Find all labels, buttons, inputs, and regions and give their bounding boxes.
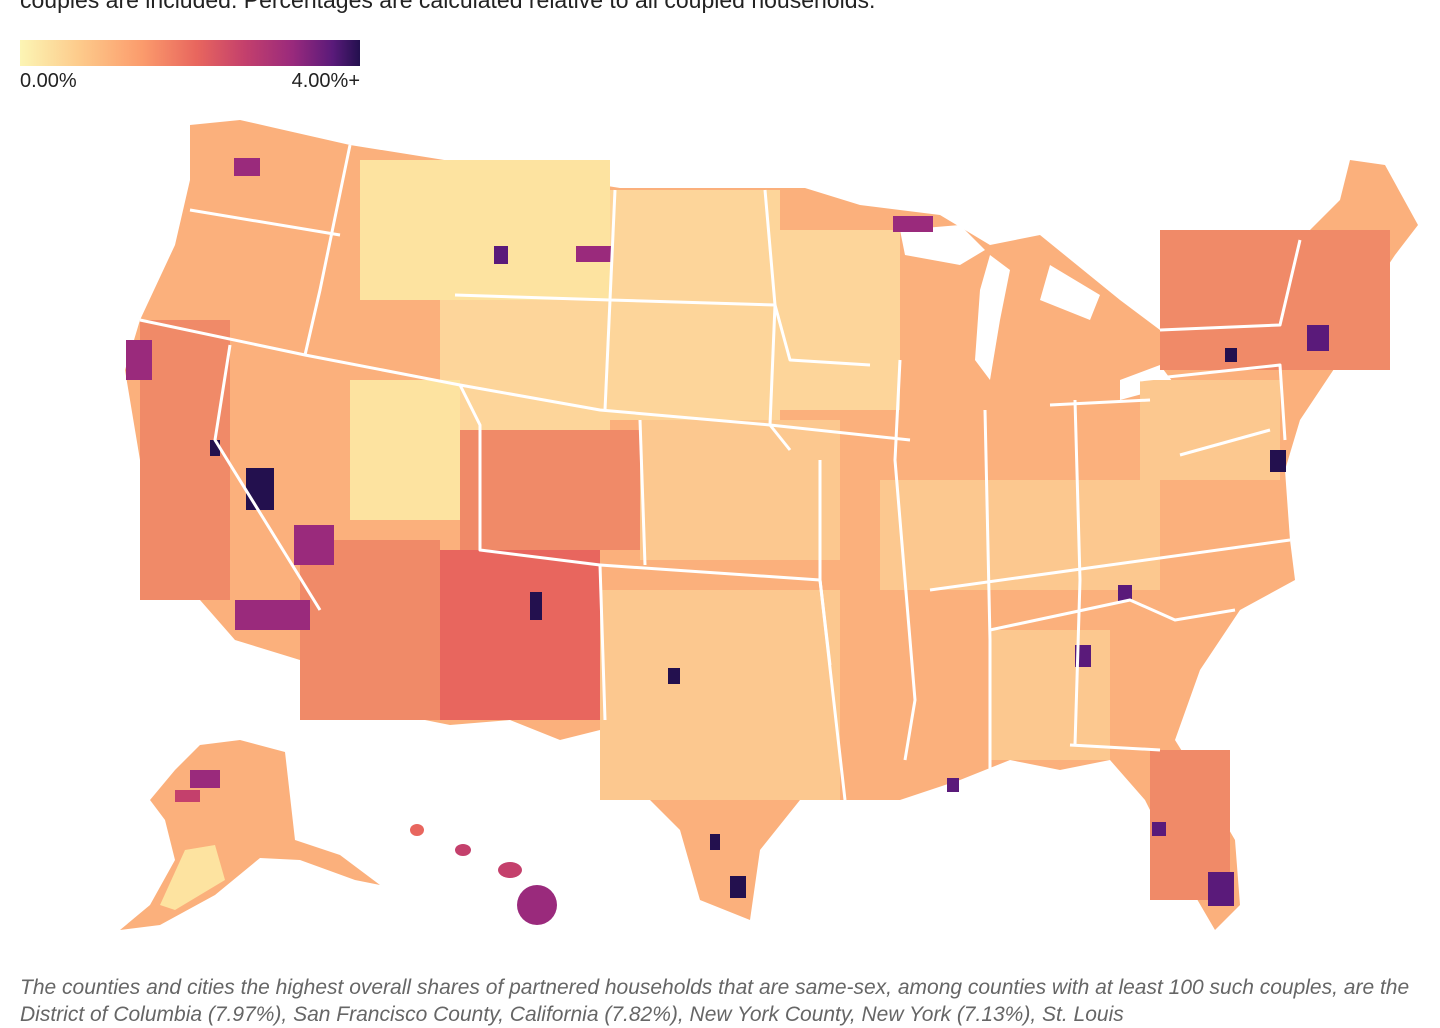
county-patch-light [780, 230, 900, 410]
county-hotspot [494, 246, 508, 264]
county-hotspot [126, 340, 152, 380]
county-hotspot [947, 778, 959, 792]
state-border-line [303, 144, 352, 356]
county-hotspot [234, 158, 260, 176]
county-choropleth-map [120, 120, 1418, 930]
county-hotspot [1152, 822, 1166, 836]
high-share-counties [126, 158, 1329, 906]
state-border-line [1179, 428, 1271, 457]
hawaii-island [517, 885, 557, 925]
alaska [120, 740, 380, 930]
maui-island [498, 862, 522, 878]
county-patch-mid [1160, 230, 1390, 370]
county-hotspot [175, 790, 200, 802]
county-patch-light [440, 300, 610, 430]
map-footnote: The counties and cities the highest over… [20, 976, 1410, 1026]
county-patch-mid [440, 550, 600, 720]
hawaii [410, 824, 557, 925]
county-hotspot [1270, 450, 1286, 472]
state-border-line [1159, 239, 1302, 332]
oahu-island [455, 844, 471, 856]
state-border-line [1069, 743, 1161, 752]
county-hotspot [1118, 585, 1132, 601]
state-border-line [983, 409, 992, 770]
county-hotspot [710, 834, 720, 850]
county-patch-light [640, 420, 840, 560]
county-hotspot [1307, 325, 1329, 351]
county-patch-mid [140, 320, 230, 600]
county-hotspot [210, 440, 220, 456]
county-patch-light [350, 380, 460, 520]
county-hotspot [668, 668, 680, 684]
state-border-line [1073, 399, 1082, 746]
state-border-line [213, 344, 322, 611]
county-patch-light [360, 160, 610, 300]
kauai-island [410, 824, 424, 836]
county-patch-light [990, 630, 1110, 760]
state-border-line [458, 384, 607, 721]
state-border-line [638, 419, 647, 566]
county-hotspot [893, 216, 933, 232]
county-hotspot [1225, 348, 1237, 362]
county-hotspot [576, 246, 612, 262]
county-hotspot [730, 876, 746, 898]
county-hotspot [294, 525, 334, 565]
state-border-line [1049, 398, 1151, 407]
legend-min-label: 0.00% [20, 70, 77, 92]
county-fill-patches [140, 160, 1390, 900]
state-border-line [189, 208, 341, 237]
county-patch-light [1140, 380, 1280, 480]
state-border-line [139, 318, 911, 442]
county-patch-light [880, 480, 1160, 590]
county-patch-light [600, 590, 840, 800]
county-hotspot [190, 770, 220, 788]
state-border-line [763, 189, 871, 367]
color-legend: 0.00% 4.00%+ [20, 40, 360, 92]
legend-max-label: 4.00%+ [291, 70, 360, 92]
legend-gradient-bar [20, 40, 360, 66]
state-border-line [929, 538, 1291, 592]
county-hotspot [530, 592, 542, 620]
county-hotspot [246, 468, 274, 510]
alaska-light-area [160, 845, 225, 910]
county-patch-mid [300, 540, 440, 720]
state-borders [139, 144, 1302, 801]
map-subtitle: couples are included. Percentages are ca… [20, 0, 876, 13]
county-hotspot [1208, 872, 1234, 906]
county-hotspot [235, 600, 310, 630]
state-border-line [989, 598, 1236, 632]
alaska-shape [120, 740, 380, 930]
state-border-line [1139, 363, 1287, 441]
state-border-line [818, 460, 847, 801]
county-patch-mid [460, 430, 640, 550]
state-border-line [893, 359, 917, 761]
